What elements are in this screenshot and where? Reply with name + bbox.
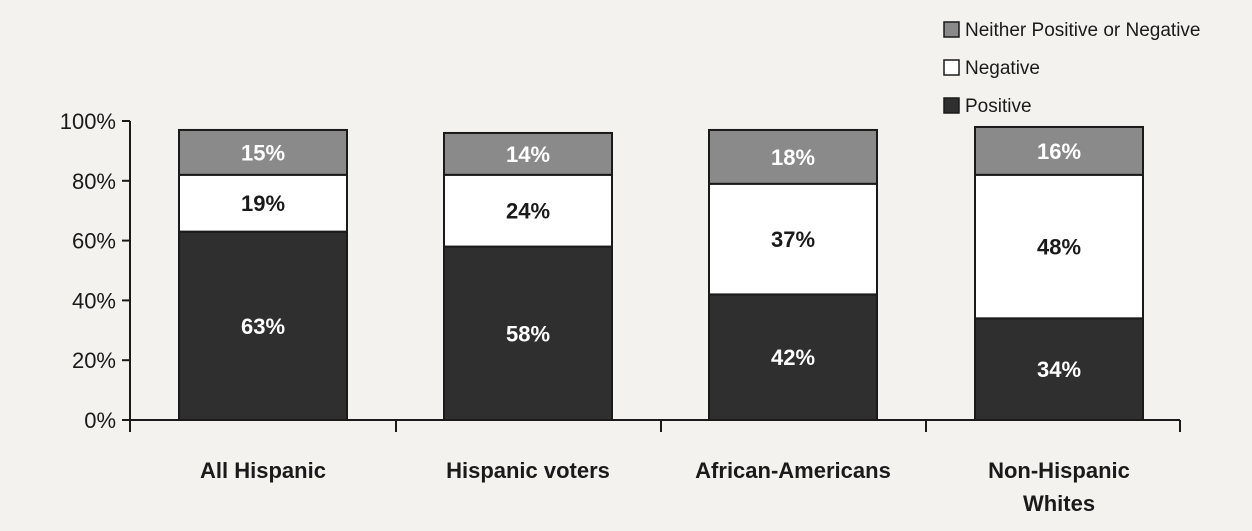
data-label: 18% (771, 145, 815, 170)
bars: 63% 19% 15% 58% 24% 14% 42% 37% 18% 34% 48% 16% (178, 125, 1144, 422)
data-label: 37% (771, 227, 815, 252)
bar-segment-positive (974, 317, 1144, 421)
category-label: Non-Hispanic Whites (988, 458, 1130, 516)
data-label: 15% (241, 140, 285, 165)
bar-segment-negative (443, 173, 613, 248)
category-label: Hispanic voters (446, 458, 610, 483)
category-label: All Hispanic (200, 458, 326, 483)
legend: Neither Positive or Negative Negative Posi… (943, 20, 1201, 117)
legend-swatch (943, 97, 960, 114)
y-tick-label: 0% (84, 408, 116, 433)
category-label: African-Americans (695, 458, 891, 483)
bar-segment-positive (443, 245, 613, 421)
y-tick-label: 60% (72, 229, 116, 254)
data-label: 16% (1037, 139, 1081, 164)
data-label: 34% (1037, 357, 1081, 382)
bar-segment-neither-positive-or-negative (443, 131, 613, 176)
bar-segment-positive (708, 293, 878, 422)
data-label: 58% (506, 321, 550, 346)
data-label: 48% (1037, 235, 1081, 260)
bar-segment-negative (178, 173, 348, 233)
legend-label: Neither Positive or Negative (965, 20, 1201, 41)
bar-segment-neither-positive-or-negative (708, 128, 878, 185)
bar-segment-negative (974, 173, 1144, 320)
data-label: 24% (506, 199, 550, 224)
legend-swatch (943, 21, 960, 38)
data-label: 42% (771, 345, 815, 370)
legend-label: Negative (965, 58, 1040, 79)
bar-segment-neither-positive-or-negative (974, 125, 1144, 176)
legend-swatch (943, 59, 960, 76)
y-tick-label: 80% (72, 169, 116, 194)
y-tick-label: 40% (72, 288, 116, 313)
data-label: 19% (241, 191, 285, 216)
data-label: 63% (241, 314, 285, 339)
bar-segment-neither-positive-or-negative (178, 128, 348, 176)
bar-segment-negative (708, 182, 878, 296)
legend-label: Positive (965, 96, 1032, 117)
axes: 0% 20% 40% 60% 80% 100% All Hispanic Hispanic v… (60, 109, 1181, 516)
y-tick-label: 20% (72, 348, 116, 373)
y-tick-label: 100% (60, 109, 116, 134)
bar-segment-positive (178, 230, 348, 421)
data-label: 14% (506, 142, 550, 167)
